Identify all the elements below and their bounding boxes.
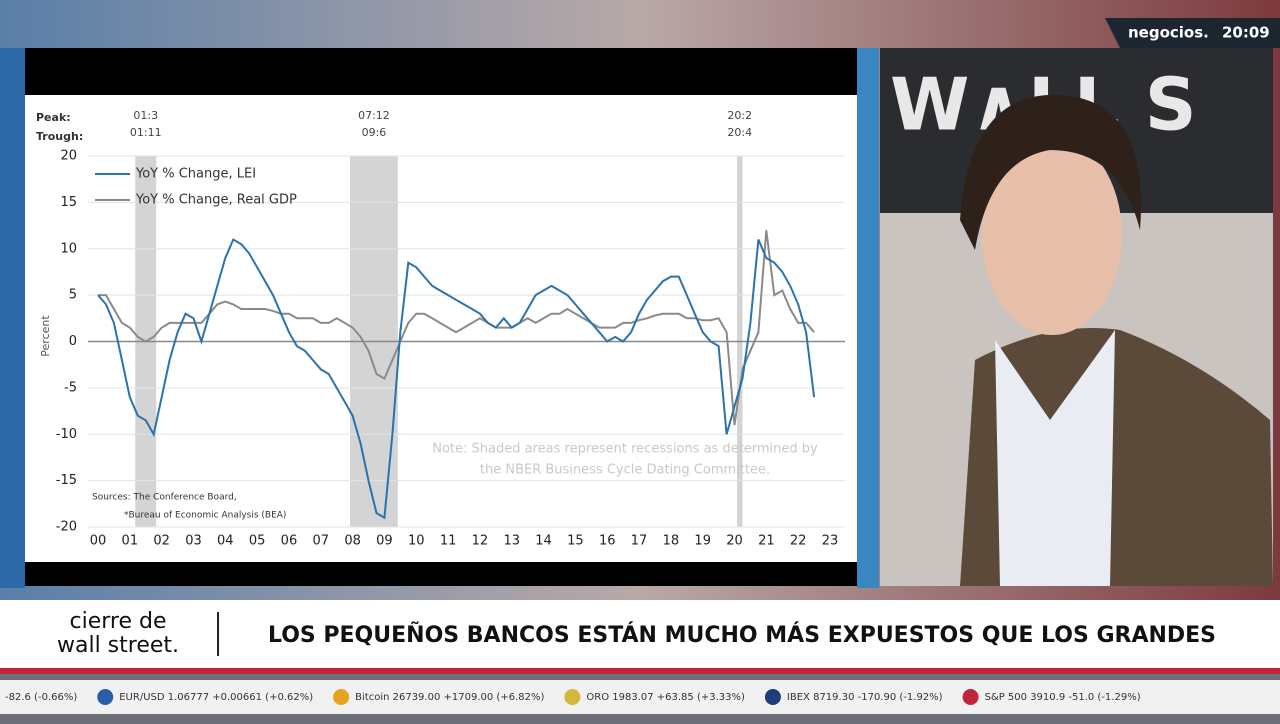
x-tick-label: 08	[344, 534, 361, 549]
y-tick-label: 20	[60, 149, 77, 164]
ticker-icon	[333, 689, 350, 705]
ticker-item: -82.6 (-0.66%)	[5, 692, 77, 703]
legend-label: YoY % Change, LEI	[135, 167, 256, 182]
x-tick-label: 14	[535, 534, 552, 549]
x-tick-label: 16	[599, 534, 616, 549]
trough-date: 01:11	[130, 126, 162, 139]
y-tick-label: -5	[64, 380, 77, 395]
face	[982, 135, 1122, 335]
program-name: cierre de	[70, 609, 167, 634]
ticker-icon	[97, 689, 114, 705]
ticker-item: S&P 500 3910.9 -51.0 (-1.29%)	[985, 692, 1141, 703]
logo-bg	[1105, 18, 1280, 48]
y-tick-label: -15	[56, 473, 77, 488]
ticker-icon	[764, 689, 781, 705]
y-tick-label: 5	[69, 288, 77, 303]
y-tick-label: 10	[60, 241, 77, 256]
x-tick-label: 00	[90, 534, 107, 549]
note: Note: Shaded areas represent recessions …	[432, 442, 818, 457]
series-line	[98, 230, 815, 426]
x-tick-label: 19	[694, 534, 711, 549]
legend-label: YoY % Change, Real GDP	[135, 193, 297, 208]
x-tick-label: 09	[376, 534, 393, 549]
series-line	[97, 238, 816, 520]
x-tick-label: 21	[758, 534, 775, 549]
accent-bar	[0, 668, 1280, 674]
peak-date: 07:12	[358, 109, 390, 122]
ticker-item: Bitcoin 26739.00 +1709.00 (+6.82%)	[355, 692, 544, 703]
peak-date: 01:3	[133, 109, 158, 122]
note: the NBER Business Cycle Dating Committee…	[480, 463, 770, 478]
ticker-bar	[0, 680, 1280, 714]
trough-date: 20:4	[727, 126, 752, 139]
clock: 20:09	[1222, 24, 1270, 42]
x-tick-label: 11	[440, 534, 457, 549]
y-axis-title: Percent	[39, 315, 52, 357]
x-tick-label: 15	[567, 534, 584, 549]
x-tick-label: 01	[122, 534, 139, 549]
source: Sources: The Conference Board,	[92, 493, 237, 503]
x-tick-label: 20	[726, 534, 743, 549]
x-tick-label: 03	[185, 534, 202, 549]
peak-label: Peak:	[36, 111, 71, 124]
x-tick-label: 17	[631, 534, 648, 549]
trough-date: 09:6	[362, 126, 387, 139]
program-name: wall street.	[57, 633, 179, 658]
x-tick-label: 18	[663, 534, 680, 549]
headline: LOS PEQUEÑOS BANCOS ESTÁN MUCHO MÁS EXPU…	[268, 622, 1216, 648]
lower-third	[0, 600, 1280, 668]
ticker-item: IBEX 8719.30 -170.90 (-1.92%)	[787, 692, 943, 703]
x-tick-label: 13	[503, 534, 520, 549]
hair	[960, 94, 1141, 250]
shirt	[995, 330, 1115, 586]
studio-screen	[857, 48, 879, 588]
x-tick-label: 22	[790, 534, 807, 549]
x-tick-label: 10	[408, 534, 425, 549]
x-tick-label: 05	[249, 534, 266, 549]
y-tick-label: -10	[56, 427, 77, 442]
x-tick-label: 12	[472, 534, 489, 549]
y-tick-label: 15	[60, 195, 77, 210]
logo: negocios.	[1128, 24, 1209, 42]
x-tick-label: 02	[153, 534, 170, 549]
y-tick-label: 0	[69, 334, 77, 349]
ticker-icon	[962, 689, 979, 705]
x-tick-label: 04	[217, 534, 234, 549]
ticker-item: ORO 1983.07 +63.85 (+3.33%)	[586, 692, 745, 703]
chart-area	[25, 95, 857, 562]
x-tick-label: 07	[313, 534, 330, 549]
y-tick-label: -20	[56, 520, 77, 535]
ticker-icon	[564, 689, 581, 705]
source: *Bureau of Economic Analysis (BEA)	[124, 511, 286, 521]
trough-label: Trough:	[36, 130, 83, 143]
x-tick-label: 23	[822, 534, 839, 549]
peak-date: 20:2	[727, 109, 752, 122]
studio-screen	[0, 48, 25, 588]
ticker-item: EUR/USD 1.06777 +0.00661 (+0.62%)	[119, 692, 313, 703]
x-tick-label: 06	[281, 534, 298, 549]
